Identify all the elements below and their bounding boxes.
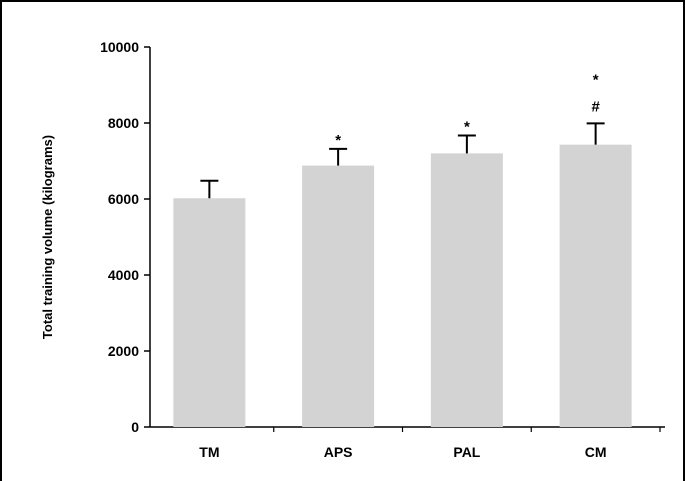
bar-tm — [173, 198, 246, 427]
significance-hash: # — [591, 98, 600, 115]
bar-pal — [430, 153, 503, 427]
y-tick-label: 10000 — [100, 39, 139, 55]
y-tick-label: 2000 — [108, 343, 139, 359]
bar-aps — [302, 165, 375, 427]
y-ticks: 0 2000 4000 6000 8000 10000 — [100, 39, 150, 435]
y-tick-label: 8000 — [108, 115, 139, 131]
category-label-pal: PAL — [453, 444, 480, 460]
significance-asterisk: * — [593, 71, 599, 88]
y-tick-label: 4000 — [108, 267, 139, 283]
y-tick-label: 0 — [131, 419, 139, 435]
significance-asterisk: * — [464, 119, 470, 136]
y-tick-label: 6000 — [108, 191, 139, 207]
bars — [173, 122, 632, 427]
category-label-tm: TM — [199, 444, 219, 460]
bar-cm — [559, 144, 632, 427]
annotations: * * # * — [335, 71, 600, 148]
category-label-aps: APS — [324, 444, 353, 460]
significance-asterisk: * — [335, 132, 341, 149]
x-categories: TM APS PAL CM — [199, 427, 661, 460]
y-axis-label: Total training volume (kilograms) — [40, 135, 55, 339]
category-label-cm: CM — [585, 444, 607, 460]
